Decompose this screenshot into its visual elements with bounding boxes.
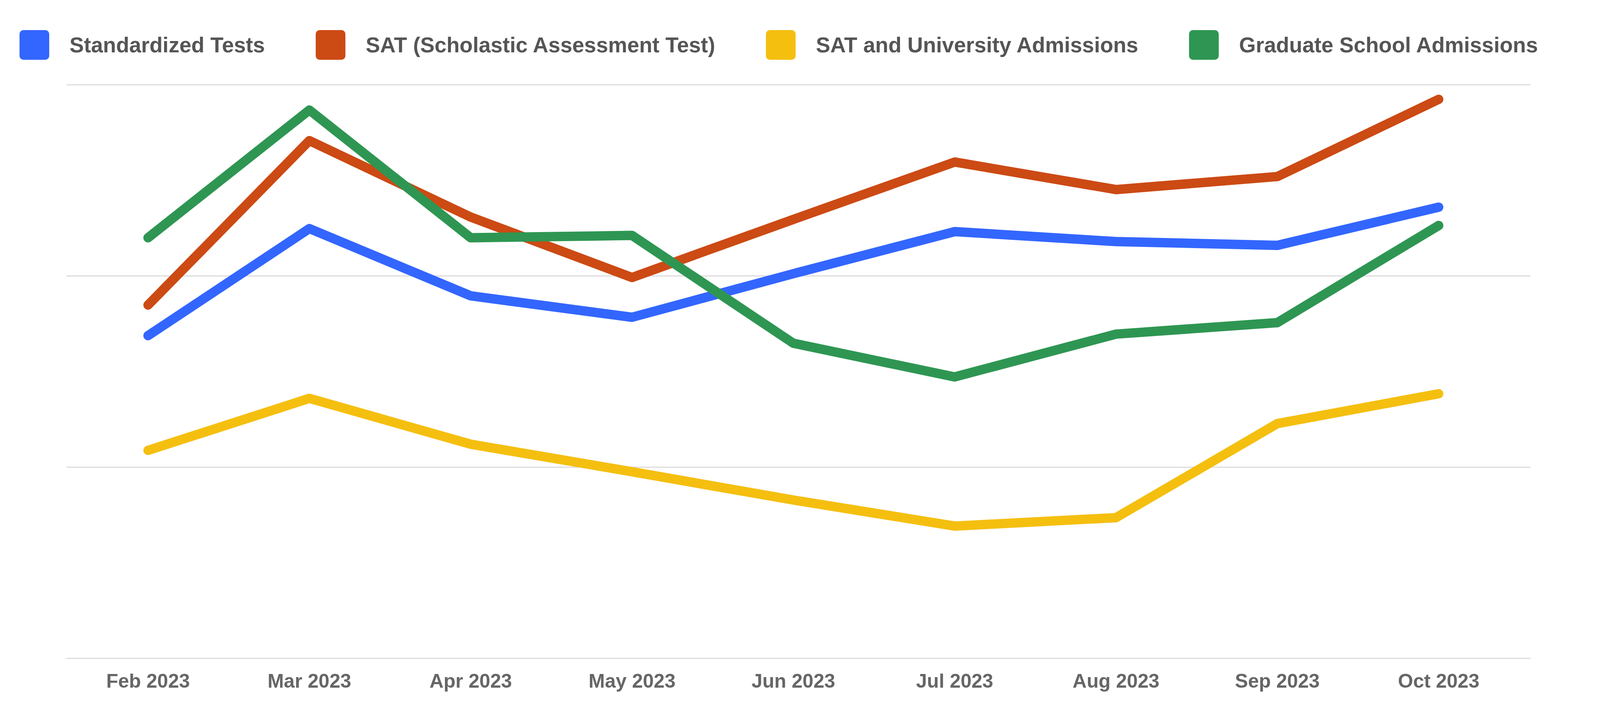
legend-swatch (766, 30, 796, 60)
legend-swatch (19, 30, 50, 60)
legend-label: SAT and University Admissions (816, 32, 1139, 58)
x-tick-label: Jun 2023 (751, 669, 836, 692)
chart-svg: Feb 2023 Mar 2023 Apr 2023 May 2023 Jun 2023… (0, 0, 1600, 724)
legend-swatch (315, 30, 346, 60)
legend-label: Standardized Tests (69, 32, 265, 58)
plot-area (148, 99, 1439, 526)
x-tick-label: May 2023 (588, 669, 676, 692)
x-tick-label: Jul 2023 (916, 669, 993, 692)
chart-container: Feb 2023 Mar 2023 Apr 2023 May 2023 Jun 2023… (0, 0, 1600, 724)
x-tick-label: Apr 2023 (429, 669, 512, 692)
legend-label: SAT (Scholastic Assessment Test) (365, 32, 716, 58)
series-line (148, 393, 1439, 527)
x-tick-label: Sep 2023 (1235, 669, 1320, 692)
x-tick-label: Mar 2023 (267, 669, 352, 692)
legend-swatch (1189, 30, 1219, 60)
series-line (148, 207, 1439, 336)
x-tick-label: Oct 2023 (1398, 669, 1480, 692)
x-tick-label: Feb 2023 (106, 669, 190, 692)
grid-line (66, 657, 1531, 659)
grid-line (66, 466, 1531, 468)
grid-line (66, 84, 1531, 86)
legend-label: Graduate School Admissions (1239, 32, 1538, 58)
series-line (148, 110, 1439, 377)
x-tick-label: Aug 2023 (1072, 669, 1160, 692)
